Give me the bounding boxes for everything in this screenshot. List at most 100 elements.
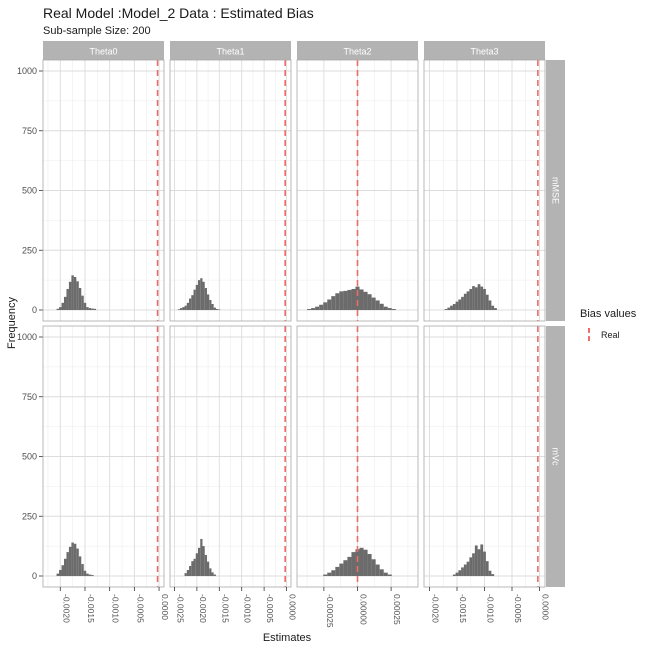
histogram-bar <box>347 289 352 310</box>
histogram-bar <box>477 549 481 576</box>
histogram-bar <box>363 291 368 310</box>
histogram-bar <box>319 304 324 310</box>
histogram-bar <box>339 563 344 576</box>
histogram-bar <box>86 307 89 310</box>
histogram-bar <box>469 557 473 576</box>
histogram-bar <box>202 281 205 310</box>
histogram-bar <box>184 305 187 310</box>
histogram-bar <box>71 542 74 576</box>
histogram-bar <box>339 291 344 310</box>
facet-strip-label: Theta0 <box>89 47 117 57</box>
histogram-bar <box>56 573 60 576</box>
x-tick-label: -0.0010 <box>111 594 121 623</box>
panel-border <box>296 59 419 322</box>
histogram-bar <box>73 543 77 576</box>
histogram-bar <box>343 290 348 310</box>
histogram-bar <box>83 570 87 576</box>
histogram-bar <box>351 552 356 576</box>
histogram-bar <box>375 564 380 576</box>
histogram-bar <box>463 293 467 310</box>
panel-border <box>169 325 292 588</box>
histogram-bar <box>91 308 94 310</box>
x-axis-title: Estimates <box>263 632 312 644</box>
histogram-bar <box>184 573 187 576</box>
histogram-bar <box>359 547 364 576</box>
histogram-bar <box>383 306 388 310</box>
histogram-bar <box>206 294 210 310</box>
x-tick-label: -0.0010 <box>243 594 253 623</box>
facet-strip-label: Theta1 <box>216 47 244 57</box>
histogram-bar <box>88 308 92 310</box>
histogram-bar <box>315 306 320 310</box>
histogram-bar <box>76 281 79 310</box>
facet-strip-label: Theta3 <box>470 47 498 57</box>
chart-subtitle: Sub-sample Size: 200 <box>43 25 151 37</box>
y-tick-label: 0 <box>32 571 37 581</box>
histogram-bar <box>355 549 360 576</box>
histogram-bar <box>447 307 451 310</box>
facet-strip-theta3 <box>424 41 545 60</box>
histogram-bar <box>461 567 464 576</box>
histogram-bar <box>347 556 352 576</box>
histogram-bar <box>182 307 185 310</box>
histogram-bar <box>76 548 79 576</box>
histogram-bar <box>331 296 336 310</box>
histogram-bar <box>472 286 475 310</box>
histogram-bar <box>213 574 216 576</box>
histogram-bar <box>383 572 388 576</box>
facet-strip-theta1 <box>170 41 291 60</box>
histogram-bar <box>61 302 64 310</box>
histogram-bar <box>379 303 384 310</box>
histogram-bar <box>472 553 475 576</box>
chart-title: Real Model :Model_2 Data : Estimated Bia… <box>43 5 314 21</box>
histogram-bar <box>387 574 392 576</box>
histogram-bar <box>452 304 456 310</box>
histogram-bar <box>191 295 194 310</box>
x-tick-label: -0.0020 <box>198 594 208 623</box>
histogram-bar <box>494 308 497 310</box>
histogram-bar <box>327 299 332 310</box>
histogram-bar <box>379 569 384 576</box>
x-tick-label: -0.0005 <box>265 594 275 623</box>
histogram-bar <box>371 559 376 576</box>
histogram-bar <box>474 545 478 576</box>
y-tick-label: 0 <box>32 305 37 315</box>
histogram-bar <box>483 551 486 576</box>
y-tick-label: 250 <box>22 511 37 521</box>
histogram-bar <box>491 574 495 576</box>
histogram-bar <box>367 554 372 576</box>
histogram-bar <box>359 289 364 310</box>
histogram-bar <box>452 574 456 576</box>
histogram-bar <box>469 288 473 310</box>
legend-label-real: Real <box>601 329 620 340</box>
histogram-bar <box>73 277 77 310</box>
histogram-bar <box>63 296 67 310</box>
x-tick-label: 0.0000 <box>541 594 551 620</box>
histogram-bar <box>491 305 495 310</box>
histogram-bar <box>189 565 192 576</box>
y-tick-label: 1000 <box>17 332 37 342</box>
y-tick-label: 750 <box>22 126 37 136</box>
histogram-bar <box>204 554 207 576</box>
histogram-bar <box>211 304 214 310</box>
histogram-bar <box>367 294 372 310</box>
facet-strip-label: Theta2 <box>343 47 371 57</box>
histogram-bar <box>323 302 328 310</box>
histogram-bar <box>480 544 484 576</box>
histogram-bar <box>461 296 464 310</box>
histogram-bar <box>61 565 64 576</box>
histogram-bar <box>93 308 97 310</box>
histogram-bar <box>477 284 481 310</box>
histogram-bar <box>177 309 181 310</box>
histogram-bar <box>474 287 478 310</box>
x-tick-label: 0.0000 <box>160 594 170 620</box>
histogram-bar <box>444 309 448 310</box>
histogram-bar <box>66 552 69 576</box>
histogram-bar <box>56 308 60 310</box>
histogram-bar <box>480 286 484 310</box>
histogram-bar <box>363 549 368 576</box>
histogram-bar <box>466 561 470 576</box>
x-tick-label: -0.0015 <box>220 594 230 623</box>
histogram-bar <box>195 553 199 576</box>
